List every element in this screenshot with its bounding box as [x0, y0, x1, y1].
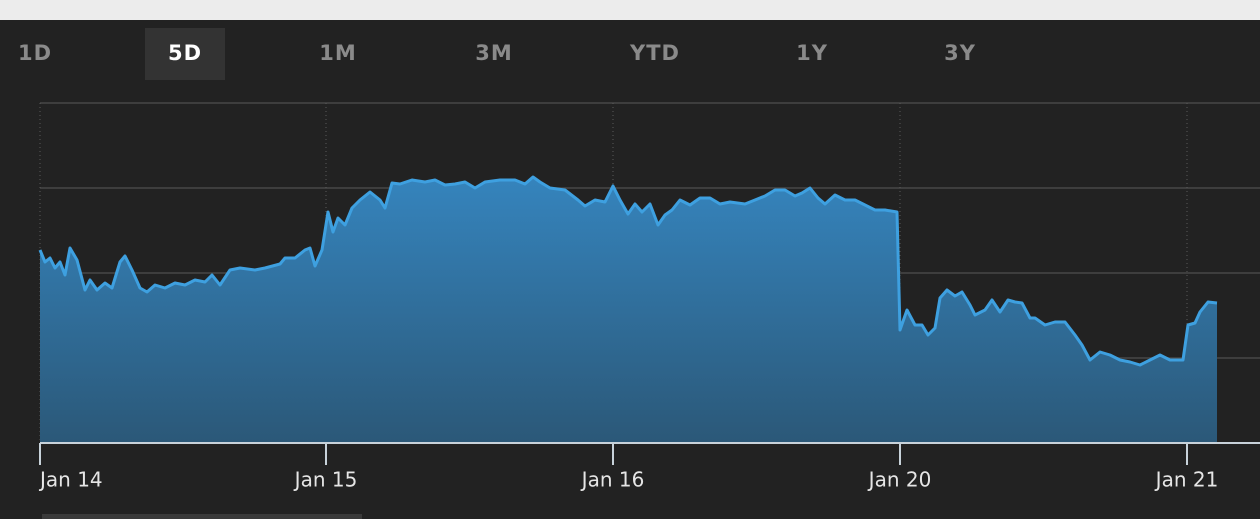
x-tick-label: Jan 14 [38, 468, 103, 492]
tab[interactable]: 5D [168, 41, 202, 65]
x-tick-label: Jan 21 [1154, 468, 1219, 492]
tab[interactable]: 1D [18, 41, 52, 65]
x-tick-label: Jan 16 [580, 468, 645, 492]
x-tick-label: Jan 20 [867, 468, 932, 492]
tab[interactable]: YTD [629, 41, 680, 65]
tab[interactable]: 1M [319, 41, 357, 65]
top-strip [0, 0, 1260, 20]
scrollbar [42, 514, 362, 519]
tab[interactable]: 3M [475, 41, 513, 65]
area [40, 177, 1217, 443]
tab-selected-bg [145, 28, 225, 80]
tab[interactable]: 3Y [944, 41, 976, 65]
tab[interactable]: 1Y [796, 41, 828, 65]
x-tick-label: Jan 15 [293, 468, 358, 492]
line [38, 175, 1218, 367]
